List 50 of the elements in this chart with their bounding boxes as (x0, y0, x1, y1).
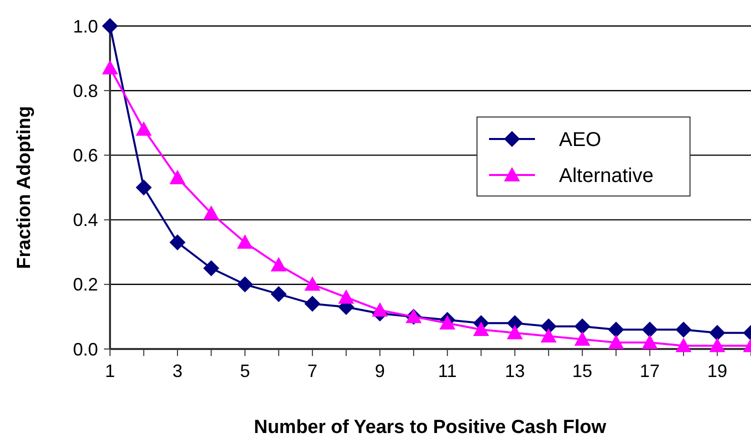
legend-label: Alternative (559, 165, 654, 187)
point (709, 338, 726, 352)
point (136, 121, 152, 136)
x-tick-label: 5 (240, 361, 250, 381)
point (540, 328, 557, 342)
point (304, 296, 320, 312)
x-tick-label: 1 (104, 361, 116, 381)
y-tick-label: 0.6 (72, 146, 98, 166)
point (102, 18, 118, 34)
point (676, 322, 692, 338)
x-tick-label: 13 (504, 361, 525, 381)
point (338, 289, 354, 304)
point (270, 257, 287, 272)
legend-label: AEO (559, 129, 602, 151)
y-tick-label: 0.8 (72, 80, 98, 101)
point (372, 302, 388, 317)
x-tick-label: 11 (438, 361, 457, 381)
x-tick-label: 3 (172, 361, 182, 381)
point (642, 334, 658, 349)
x-axis-title: Number of Years to Positive Cash Flow (254, 417, 606, 438)
y-tick-label: 0.4 (72, 210, 98, 230)
x-tick-label: 9 (374, 361, 385, 381)
point (203, 260, 220, 276)
x-tick-label: 17 (640, 361, 660, 381)
point (473, 322, 490, 336)
point (608, 322, 624, 338)
point (169, 170, 186, 184)
point (203, 205, 220, 220)
point (709, 324, 726, 341)
point (102, 60, 118, 74)
point (574, 318, 590, 334)
point (236, 234, 253, 249)
y-tick-label: 0.2 (72, 274, 98, 295)
point (304, 276, 320, 291)
point (169, 234, 186, 250)
point (270, 286, 287, 302)
point (236, 276, 253, 292)
y-tick-label: 1.0 (72, 16, 98, 36)
point (574, 331, 590, 346)
point (506, 324, 523, 340)
y-axis-title: Fraction Adopting (14, 106, 35, 269)
x-tick-label: 19 (707, 361, 728, 381)
point (439, 315, 456, 330)
point (136, 180, 152, 196)
y-tick-label: 0.0 (72, 339, 98, 360)
x-tick-label: 15 (572, 361, 592, 381)
x-tick-label: 7 (307, 361, 318, 381)
point (642, 322, 658, 338)
point (608, 334, 624, 349)
point (676, 338, 692, 352)
